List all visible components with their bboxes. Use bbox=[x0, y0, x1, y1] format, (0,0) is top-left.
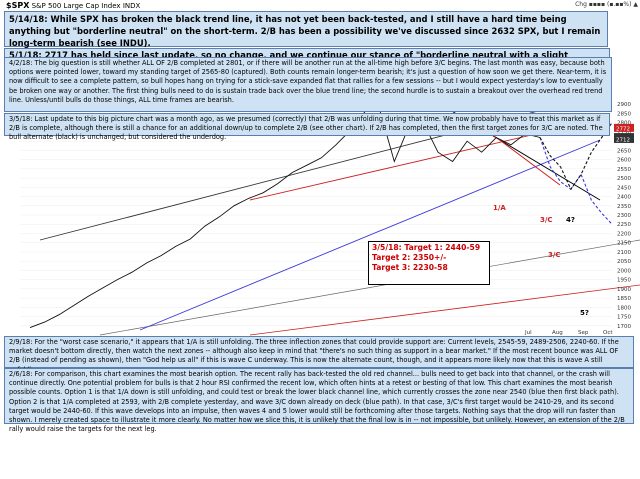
y-axis-ticks: 1700 1750 1800 1850 1900 1950 2000 2050 2100 2150… bbox=[617, 102, 631, 330]
y-tick-label: 1800 bbox=[617, 305, 631, 311]
wave-label: 1/A bbox=[493, 204, 506, 212]
y-tick-label: 2500 bbox=[617, 176, 631, 182]
y-tick-label: 1700 bbox=[617, 324, 631, 330]
y-tick-label: 2900 bbox=[617, 102, 631, 108]
y-tick-label: 2800 bbox=[617, 121, 631, 127]
wave-label: 3/C bbox=[548, 251, 561, 259]
price-label-text: 2712 bbox=[616, 137, 630, 143]
y-tick-label: 2100 bbox=[617, 250, 631, 256]
y-tick-label: 2300 bbox=[617, 213, 631, 219]
y-tick-label: 2050 bbox=[617, 259, 631, 265]
target-1: Target 1: 2440-59 bbox=[404, 243, 481, 252]
projection-path-blue bbox=[539, 137, 613, 225]
y-tick-label: 1750 bbox=[617, 315, 631, 321]
corner-change-readout: Chg ▪▪▪▪ (▪.▪▪%) ▲ bbox=[575, 1, 638, 8]
y-tick-label: 2000 bbox=[617, 268, 631, 274]
price-series bbox=[29, 109, 541, 329]
price-label-box bbox=[614, 134, 634, 143]
price-label-group: 277227222712 bbox=[614, 123, 634, 143]
note-4-2-18: 4/2/18: The big question is still whethe… bbox=[4, 57, 612, 112]
y-tick-label: 2200 bbox=[617, 231, 631, 237]
target-box: 3/5/18: Target 1: 2440-59 Target 2: 2350… bbox=[368, 241, 490, 285]
wave-label: 4? bbox=[566, 216, 575, 224]
y-tick-label: 2600 bbox=[617, 158, 631, 164]
target-3: Target 3: 2230-58 bbox=[372, 263, 448, 272]
note-2-6-18: 2/6/18: For comparison, this chart exami… bbox=[4, 368, 634, 433]
y-tick-label: 2400 bbox=[617, 195, 631, 201]
y-tick-label: 2750 bbox=[617, 130, 631, 136]
wave-label: 3/C bbox=[540, 216, 553, 224]
x-tick-label: Oct bbox=[603, 330, 613, 336]
x-tick-label: Sep bbox=[578, 330, 589, 336]
chart-name: S&P 500 Large Cap Index bbox=[31, 2, 121, 10]
y-tick-label: 2450 bbox=[617, 185, 631, 191]
target-date: 3/5/18: bbox=[372, 243, 402, 252]
y-tick-label: 2350 bbox=[617, 204, 631, 210]
x-tick-label: Jul bbox=[524, 330, 532, 336]
chart-symbol: $SPX bbox=[6, 1, 30, 10]
y-tick-label: 1950 bbox=[617, 278, 631, 284]
y-tick-label: 2850 bbox=[617, 111, 631, 117]
target-2: Target 2: 2350+/- bbox=[372, 253, 447, 262]
price-label-text: 2772 bbox=[616, 126, 630, 132]
price-label-box bbox=[614, 123, 634, 132]
y-tick-label: 1850 bbox=[617, 296, 631, 302]
note-5-14-18: 5/14/18: While SPX has broken the black … bbox=[4, 11, 608, 48]
note-3-5-18: 3/5/18: Last update to this big picture … bbox=[4, 113, 610, 141]
y-tick-label: 2150 bbox=[617, 241, 631, 247]
y-tick-label: 2250 bbox=[617, 222, 631, 228]
y-tick-label: 1900 bbox=[617, 287, 631, 293]
note-2-9-18: 2/9/18: For the "worst case scenario," i… bbox=[4, 336, 634, 374]
x-axis-ticks: Jul Aug Sep Oct bbox=[524, 330, 613, 336]
black-lower-channel bbox=[99, 239, 640, 336]
y-tick-label: 2550 bbox=[617, 167, 631, 173]
x-tick-label: Aug bbox=[552, 330, 563, 336]
blue-trend-line bbox=[139, 139, 601, 331]
chart-exchange: INDX bbox=[122, 2, 141, 10]
red-lower-line bbox=[249, 284, 640, 336]
wave-label: 5? bbox=[580, 309, 589, 317]
chart-header: $SPX S&P 500 Large Cap Index INDX bbox=[6, 1, 140, 10]
y-tick-label: 2650 bbox=[617, 148, 631, 154]
